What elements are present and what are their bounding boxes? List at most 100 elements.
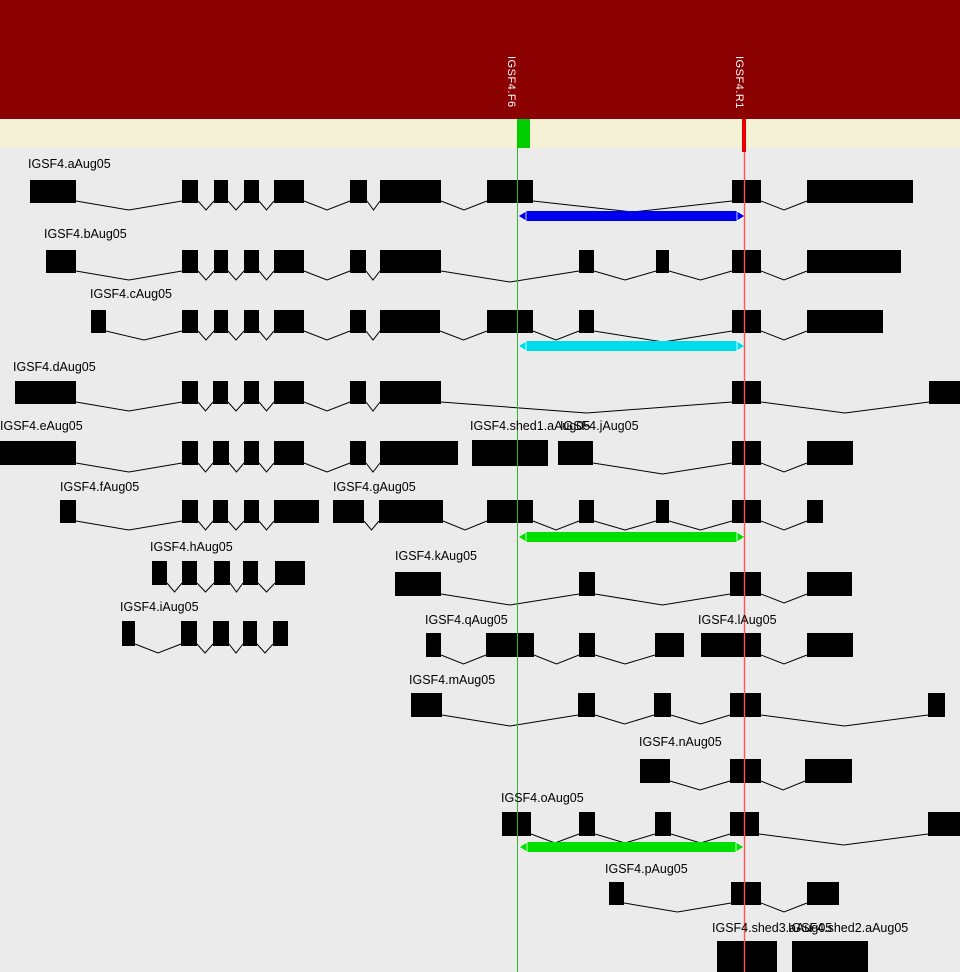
exon[interactable] [792,941,868,972]
exon[interactable] [656,500,669,523]
exon[interactable] [395,572,441,596]
exon[interactable] [487,180,533,203]
exon[interactable] [213,381,228,404]
exon[interactable] [609,882,624,905]
exon[interactable] [486,633,534,657]
exon[interactable] [579,500,594,523]
exon[interactable] [274,381,304,404]
exon[interactable] [731,882,761,905]
exon[interactable] [275,561,305,585]
exon[interactable] [182,441,198,465]
match-bar-green2[interactable] [526,842,737,852]
exon[interactable] [578,693,595,717]
exon[interactable] [730,572,761,596]
exon[interactable] [807,572,852,596]
exon[interactable] [214,180,228,203]
exon[interactable] [244,250,259,273]
exon[interactable] [244,381,259,404]
exon[interactable] [182,500,198,523]
exon[interactable] [181,621,197,646]
exon[interactable] [380,381,441,404]
exon[interactable] [487,310,533,333]
exon[interactable] [350,381,366,404]
exon[interactable] [182,561,197,585]
exon[interactable] [182,310,198,333]
exon[interactable] [274,250,304,273]
exon[interactable] [213,500,228,523]
exon[interactable] [717,941,777,972]
exon[interactable] [244,180,259,203]
exon[interactable] [380,250,441,273]
exon[interactable] [656,250,669,273]
exon[interactable] [30,180,76,203]
exon[interactable] [60,500,76,523]
exon[interactable] [274,180,304,203]
exon[interactable] [274,310,304,333]
match-bar-blue[interactable] [525,211,738,221]
exon[interactable] [502,812,531,836]
exon[interactable] [928,812,960,836]
exon[interactable] [655,812,671,836]
exon[interactable] [426,633,441,657]
exon[interactable] [579,572,595,596]
exon[interactable] [732,441,761,465]
exon[interactable] [654,693,671,717]
exon[interactable] [350,250,366,273]
exon[interactable] [243,561,258,585]
exon[interactable] [732,180,761,203]
exon[interactable] [487,500,533,523]
exon[interactable] [213,621,229,646]
exon[interactable] [730,693,761,717]
exon[interactable] [807,882,839,905]
exon[interactable] [350,441,366,465]
exon[interactable] [472,440,548,466]
exon[interactable] [244,500,259,523]
exon[interactable] [579,633,595,657]
exon[interactable] [807,310,883,333]
exon[interactable] [152,561,167,585]
exon[interactable] [379,500,443,523]
exon[interactable] [701,633,761,657]
exon[interactable] [805,759,852,783]
exon[interactable] [243,621,257,646]
exon[interactable] [807,633,853,657]
exon[interactable] [730,759,761,783]
exon[interactable] [122,621,135,646]
exon[interactable] [91,310,106,333]
exon[interactable] [380,180,441,203]
exon[interactable] [350,180,367,203]
exon[interactable] [0,441,76,465]
match-bar-green1[interactable] [525,532,738,542]
exon[interactable] [807,180,913,203]
exon[interactable] [732,250,761,273]
exon[interactable] [558,441,593,465]
exon[interactable] [579,310,594,333]
exon[interactable] [244,310,259,333]
reverse-primer-marker[interactable] [742,119,746,152]
exon[interactable] [273,621,288,646]
exon[interactable] [244,441,259,465]
exon[interactable] [928,693,945,717]
exon[interactable] [15,381,76,404]
exon[interactable] [182,381,198,404]
exon[interactable] [182,180,198,203]
exon[interactable] [214,561,230,585]
exon[interactable] [929,381,960,404]
exon[interactable] [182,250,198,273]
exon[interactable] [274,500,319,523]
exon[interactable] [579,250,594,273]
exon[interactable] [732,500,761,523]
exon[interactable] [333,500,364,523]
match-bar-cyan[interactable] [525,341,738,351]
exon[interactable] [732,381,761,404]
exon[interactable] [380,441,458,465]
exon[interactable] [214,250,228,273]
exon[interactable] [411,693,442,717]
exon[interactable] [213,441,229,465]
exon[interactable] [214,310,228,333]
exon[interactable] [640,759,670,783]
exon[interactable] [655,633,684,657]
forward-primer-marker[interactable] [517,119,530,148]
exon[interactable] [732,310,761,333]
exon[interactable] [579,812,595,836]
